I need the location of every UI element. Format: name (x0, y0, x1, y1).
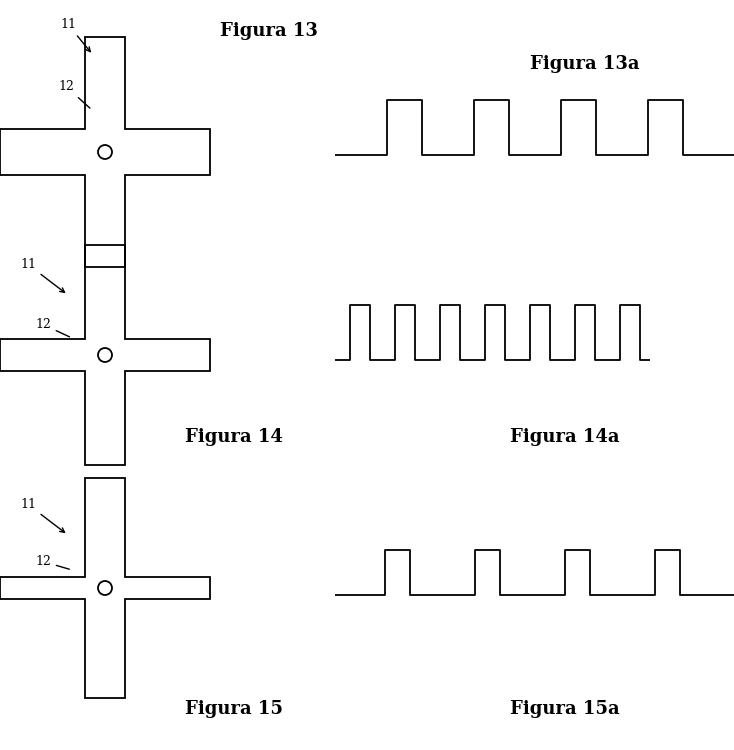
Text: 11: 11 (60, 18, 90, 52)
Text: 11: 11 (20, 498, 65, 532)
Text: Figura 13a: Figura 13a (530, 55, 639, 73)
Text: Figura 13: Figura 13 (220, 22, 318, 40)
Text: 12: 12 (35, 555, 69, 569)
Text: 12: 12 (58, 80, 90, 108)
Text: 12: 12 (35, 318, 70, 337)
Text: Figura 14a: Figura 14a (510, 428, 619, 446)
Text: Figura 15: Figura 15 (185, 700, 283, 718)
Text: Figura 14: Figura 14 (185, 428, 283, 446)
Text: 11: 11 (20, 258, 65, 292)
Text: Figura 15a: Figura 15a (510, 700, 619, 718)
